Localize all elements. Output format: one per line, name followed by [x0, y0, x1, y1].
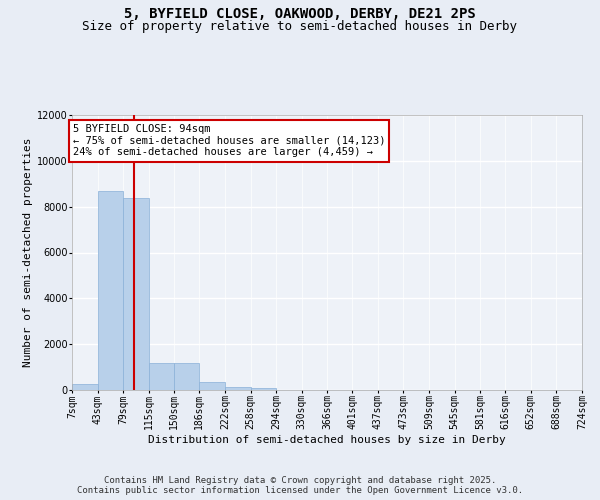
Text: 5 BYFIELD CLOSE: 94sqm
← 75% of semi-detached houses are smaller (14,123)
24% of: 5 BYFIELD CLOSE: 94sqm ← 75% of semi-det… [73, 124, 385, 158]
Y-axis label: Number of semi-detached properties: Number of semi-detached properties [23, 138, 33, 367]
Bar [123, 198, 149, 390]
Bar [72, 384, 98, 390]
Text: Contains HM Land Registry data © Crown copyright and database right 2025.
Contai: Contains HM Land Registry data © Crown c… [77, 476, 523, 495]
Bar [225, 386, 251, 390]
Bar [199, 382, 225, 390]
Bar [98, 190, 123, 390]
Bar [174, 362, 199, 390]
Bar [251, 388, 276, 390]
X-axis label: Distribution of semi-detached houses by size in Derby: Distribution of semi-detached houses by … [148, 435, 506, 445]
Bar [149, 362, 174, 390]
Text: Size of property relative to semi-detached houses in Derby: Size of property relative to semi-detach… [83, 20, 517, 33]
Text: 5, BYFIELD CLOSE, OAKWOOD, DERBY, DE21 2PS: 5, BYFIELD CLOSE, OAKWOOD, DERBY, DE21 2… [124, 8, 476, 22]
